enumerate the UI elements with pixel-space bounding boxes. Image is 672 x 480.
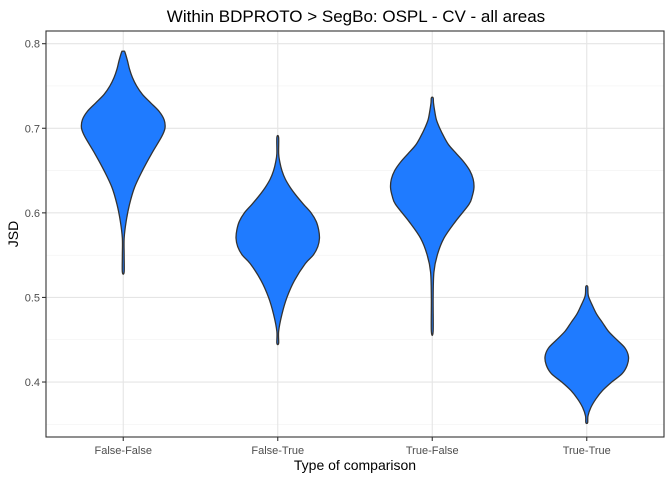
violin-true-false xyxy=(389,96,475,337)
violins xyxy=(80,50,630,425)
y-tick-label: 0.6 xyxy=(25,208,40,220)
chart-title: Within BDPROTO > SegBo: OSPL - CV - all … xyxy=(167,7,545,26)
plot-panel-border xyxy=(45,30,665,438)
axes: 0.4 0.5 0.6 0.7 0.8 False-False False-True True… xyxy=(25,39,611,457)
x-tick-label: False-True xyxy=(251,445,304,457)
violin-false-true xyxy=(235,134,321,346)
x-axis-title: Type of comparison xyxy=(294,457,416,473)
y-axis-title: JSD xyxy=(5,221,21,247)
violin-true-true xyxy=(544,284,630,425)
y-tick-label: 0.8 xyxy=(25,39,40,51)
y-tick-label: 0.4 xyxy=(25,377,40,389)
x-tick-label: True-True xyxy=(563,445,611,457)
x-tick-label: True-False xyxy=(406,445,459,457)
x-tick-label: False-False xyxy=(95,445,152,457)
y-tick-label: 0.5 xyxy=(25,292,40,304)
y-tick-label: 0.7 xyxy=(25,123,40,135)
violin-false-false xyxy=(80,50,166,275)
